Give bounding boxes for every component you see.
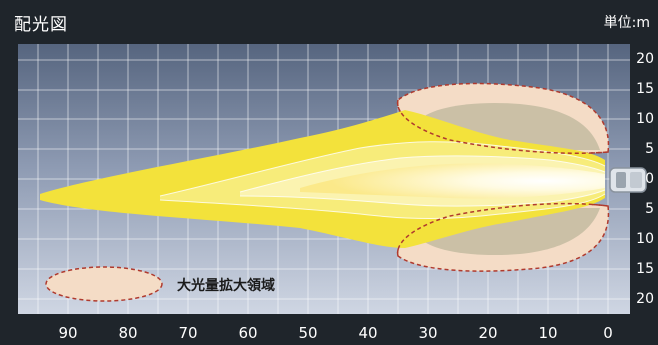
- lobe-shade-lower: [420, 208, 600, 256]
- x-tick: 80: [118, 324, 138, 342]
- y-tick: 15: [636, 81, 654, 97]
- y-tick: 20: [636, 291, 654, 307]
- legend-swatch: [45, 266, 163, 302]
- y-tick: 15: [636, 261, 654, 277]
- lobe-shade-upper: [420, 102, 600, 150]
- y-tick: 10: [636, 231, 654, 247]
- x-tick: 90: [58, 324, 78, 342]
- x-tick: 60: [238, 324, 258, 342]
- x-tick: 30: [418, 324, 438, 342]
- y-tick: 5: [645, 201, 654, 217]
- x-tick: 70: [178, 324, 198, 342]
- beam-contours: [159, 141, 606, 219]
- x-tick: 10: [538, 324, 558, 342]
- vehicle-icon: [609, 167, 647, 193]
- unit-label: 単位:m: [603, 15, 650, 31]
- x-tick: 40: [358, 324, 378, 342]
- x-tick: 20: [478, 324, 498, 342]
- y-tick: 0: [645, 171, 654, 187]
- y-tick: 20: [636, 51, 654, 67]
- y-tick: 10: [636, 111, 654, 127]
- beam-core: [300, 163, 605, 199]
- legend-label: 大光量拡大領域: [177, 278, 275, 294]
- x-tick: 0: [603, 324, 613, 342]
- y-tick: 5: [645, 141, 654, 157]
- x-tick: 50: [298, 324, 318, 342]
- chart-title: 配光図: [14, 15, 68, 35]
